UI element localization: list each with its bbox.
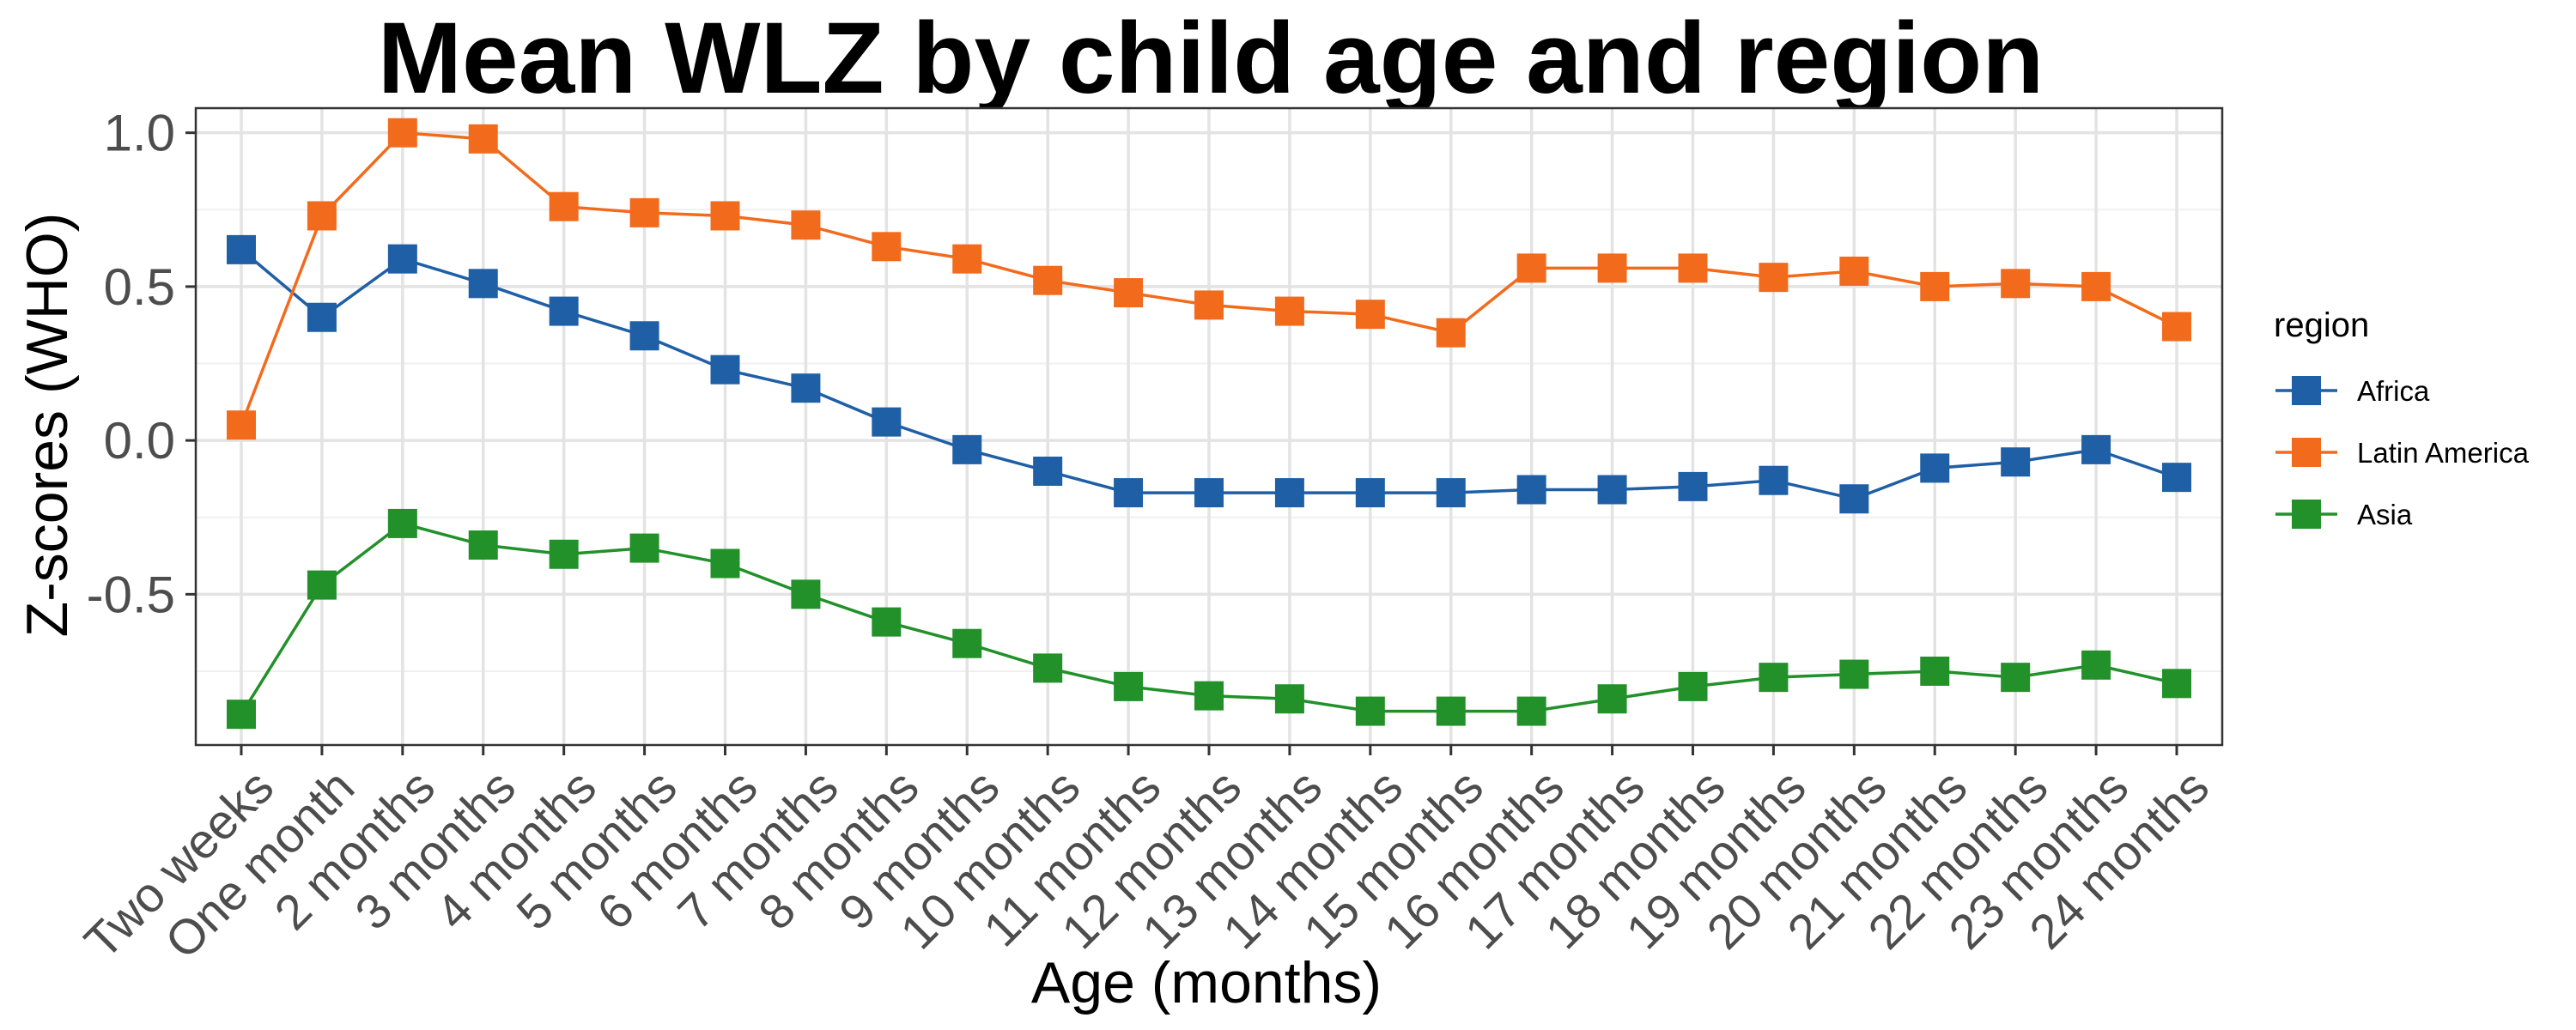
- x-axis-title: Age (months): [1031, 950, 1382, 1015]
- data-point-africa: [468, 269, 498, 299]
- data-point-asia: [549, 539, 579, 569]
- data-point-latin-america: [710, 201, 740, 231]
- data-point-latin-america: [1436, 318, 1466, 348]
- legend-label-asia: Asia: [2357, 499, 2413, 530]
- data-point-africa: [1355, 478, 1385, 508]
- data-point-africa: [629, 321, 659, 351]
- data-point-africa: [872, 407, 902, 437]
- data-point-asia: [1516, 696, 1546, 726]
- y-tick-label: 1.0: [104, 105, 175, 162]
- data-point-latin-america: [2081, 271, 2111, 301]
- legend: region Africa Latin America Asia: [2274, 306, 2530, 530]
- data-point-asia: [2081, 650, 2111, 680]
- data-point-asia: [387, 508, 417, 538]
- legend-label-latin-america: Latin America: [2357, 437, 2530, 469]
- data-point-africa: [791, 373, 821, 403]
- data-point-latin-america: [1839, 256, 1869, 286]
- data-point-latin-america: [1114, 278, 1144, 308]
- data-point-latin-america: [549, 191, 579, 221]
- data-point-asia: [1678, 671, 1708, 701]
- data-point-latin-america: [2001, 269, 2031, 299]
- y-tick-label: 0.5: [104, 258, 175, 316]
- data-point-asia: [872, 607, 902, 637]
- data-point-asia: [1839, 659, 1869, 689]
- series-latin-america: [227, 118, 2191, 440]
- data-point-africa: [1114, 478, 1144, 508]
- data-point-africa: [549, 296, 579, 326]
- data-point-africa: [710, 354, 740, 385]
- data-point-africa: [952, 434, 982, 464]
- data-point-africa: [227, 234, 256, 264]
- data-point-africa: [2081, 434, 2111, 464]
- data-point-africa: [1678, 471, 1708, 501]
- data-point-latin-america: [1516, 253, 1546, 283]
- y-axis-ticks: -0.5 0.0 0.5 1.0: [87, 105, 196, 623]
- data-point-latin-america: [1920, 271, 1950, 301]
- data-point-latin-america: [468, 124, 498, 154]
- data-point-latin-america: [952, 244, 982, 274]
- data-point-africa: [1839, 484, 1869, 514]
- chart-title: Mean WLZ by child age and region: [378, 2, 2044, 115]
- data-point-latin-america: [1274, 296, 1304, 326]
- data-point-africa: [2162, 463, 2191, 493]
- data-point-asia: [1033, 653, 1063, 683]
- data-point-asia: [1597, 684, 1627, 714]
- data-point-asia: [307, 570, 337, 600]
- data-point-asia: [1114, 671, 1144, 701]
- y-tick-label: 0.0: [104, 412, 175, 470]
- data-point-latin-america: [1194, 290, 1224, 320]
- series-africa: [227, 234, 2191, 514]
- data-point-latin-america: [1597, 253, 1627, 283]
- data-point-latin-america: [1759, 263, 1789, 293]
- data-point-africa: [1597, 475, 1627, 505]
- data-point-latin-america: [1355, 300, 1385, 330]
- data-point-latin-america: [1033, 265, 1063, 295]
- data-point-africa: [1033, 456, 1063, 486]
- data-point-asia: [1355, 696, 1385, 726]
- legend-key-marker-asia: [2292, 500, 2321, 529]
- data-point-asia: [1759, 663, 1789, 693]
- data-point-africa: [1274, 478, 1304, 508]
- data-point-latin-america: [227, 410, 256, 440]
- data-point-africa: [1759, 465, 1789, 495]
- y-axis-title: Z-scores (WHO): [15, 213, 80, 638]
- data-point-africa: [1920, 453, 1950, 483]
- data-point-latin-america: [2162, 312, 2191, 342]
- data-point-africa: [387, 244, 417, 274]
- data-point-latin-america: [1678, 253, 1708, 283]
- grid-lines: [196, 108, 2222, 745]
- legend-key-marker-africa: [2292, 376, 2321, 405]
- data-point-asia: [227, 700, 256, 730]
- data-point-africa: [307, 302, 337, 332]
- legend-key-marker-latin-america: [2292, 438, 2321, 467]
- data-point-asia: [1920, 656, 1950, 686]
- data-point-asia: [468, 530, 498, 560]
- data-point-asia: [710, 548, 740, 579]
- data-point-asia: [629, 533, 659, 563]
- data-point-latin-america: [791, 210, 821, 240]
- data-point-africa: [1436, 478, 1466, 508]
- data-point-asia: [1436, 696, 1466, 726]
- data-point-africa: [1194, 478, 1224, 508]
- data-point-asia: [2001, 663, 2031, 693]
- legend-label-africa: Africa: [2357, 375, 2430, 407]
- data-point-africa: [2001, 447, 2031, 477]
- y-tick-label: -0.5: [87, 566, 175, 623]
- data-point-asia: [1194, 681, 1224, 711]
- data-point-asia: [1274, 684, 1304, 714]
- legend-title: region: [2274, 306, 2369, 344]
- series-layer: [227, 118, 2191, 730]
- data-point-latin-america: [629, 197, 659, 227]
- data-point-latin-america: [872, 232, 902, 262]
- data-point-asia: [952, 628, 982, 658]
- series-asia: [227, 508, 2191, 730]
- data-point-africa: [1516, 475, 1546, 505]
- data-point-latin-america: [307, 201, 337, 231]
- data-point-asia: [2162, 669, 2191, 699]
- data-point-asia: [791, 579, 821, 609]
- data-point-latin-america: [387, 118, 417, 148]
